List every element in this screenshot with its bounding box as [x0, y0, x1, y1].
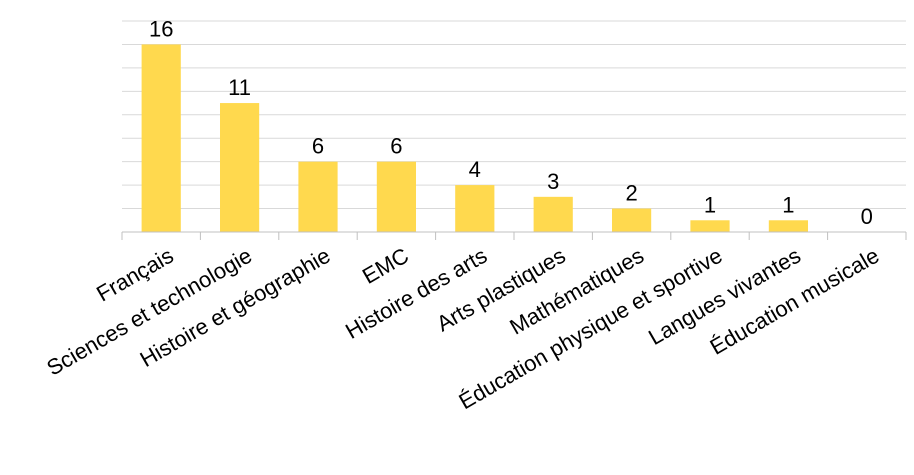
- bar: [298, 161, 338, 232]
- bar: [455, 185, 495, 232]
- data-label: 6: [312, 134, 324, 159]
- bar: [612, 208, 652, 232]
- data-label: 1: [704, 192, 716, 217]
- data-label: 0: [861, 204, 873, 229]
- x-axis: [121, 231, 907, 240]
- data-label: 4: [469, 157, 481, 182]
- data-label: 3: [547, 169, 559, 194]
- data-label: 1: [782, 192, 794, 217]
- bar: [220, 103, 260, 232]
- bar: [376, 161, 416, 232]
- bar: [690, 220, 730, 232]
- data-label: 6: [390, 134, 402, 159]
- bar: [141, 44, 181, 232]
- data-label: 2: [625, 181, 637, 206]
- bars: [141, 44, 808, 232]
- category-label: EMC: [358, 243, 413, 289]
- bar: [768, 220, 808, 232]
- bar: [533, 196, 573, 232]
- data-label: 11: [228, 75, 251, 100]
- data-label: 16: [149, 16, 173, 41]
